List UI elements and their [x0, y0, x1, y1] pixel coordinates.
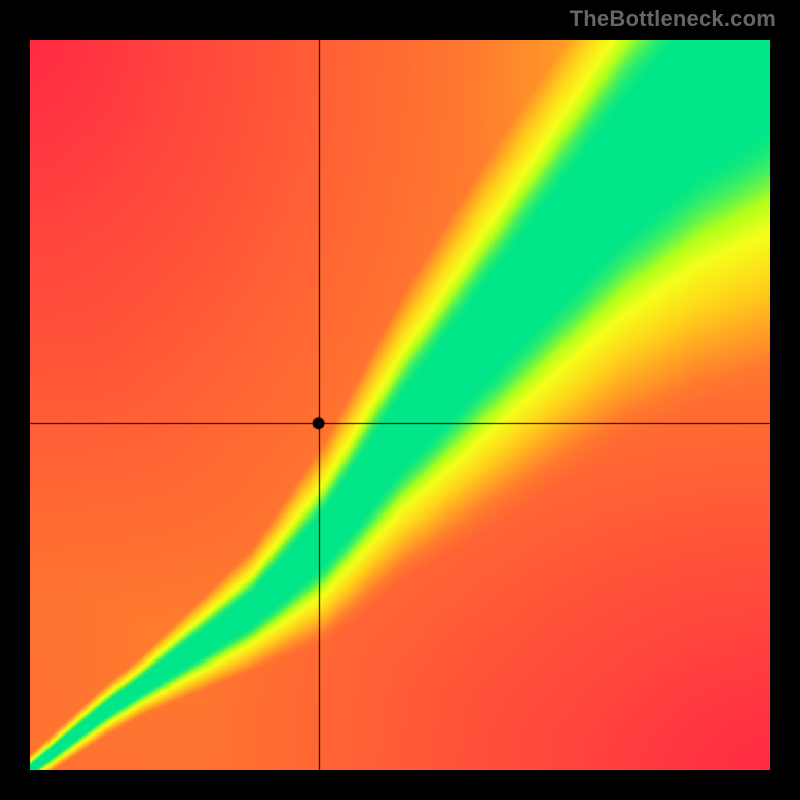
watermark-text: TheBottleneck.com	[570, 6, 776, 32]
heatmap-canvas	[30, 40, 770, 770]
